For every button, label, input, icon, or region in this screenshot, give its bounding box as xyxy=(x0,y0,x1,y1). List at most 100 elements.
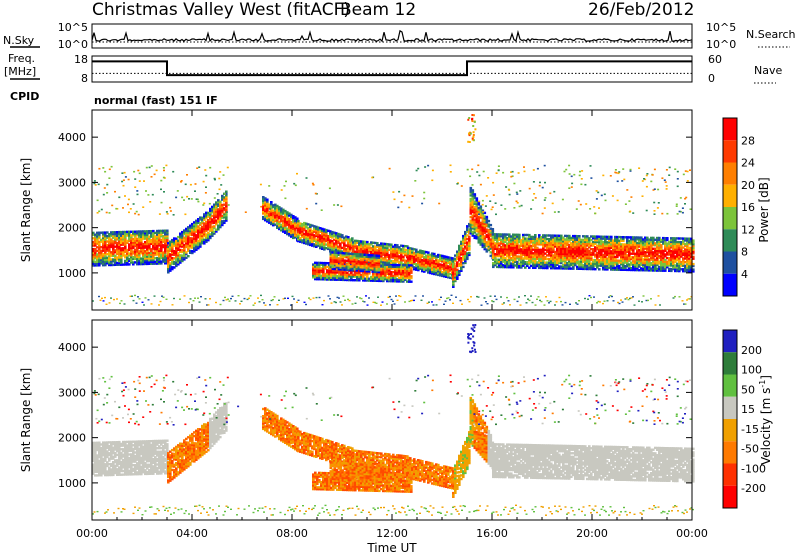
power-cell xyxy=(558,240,561,243)
power-cell xyxy=(500,256,503,260)
power-cell xyxy=(485,223,489,226)
power-cell xyxy=(132,232,135,235)
power-cell xyxy=(215,221,218,224)
power-cell xyxy=(477,215,481,219)
power-cell xyxy=(339,235,342,238)
power-cell xyxy=(301,233,304,237)
power-cell xyxy=(452,262,455,265)
power-cell xyxy=(270,213,273,217)
power-cell xyxy=(400,259,403,262)
power-cell xyxy=(120,230,123,234)
power-cell xyxy=(445,275,448,278)
power-cell xyxy=(419,258,422,261)
power-cell xyxy=(284,222,287,225)
power-cell xyxy=(471,209,475,212)
power-cell xyxy=(92,251,95,254)
power-cell xyxy=(604,242,607,246)
power-cell xyxy=(305,235,308,238)
power-cell xyxy=(506,246,509,249)
power-cell xyxy=(384,257,387,260)
power-cell xyxy=(128,232,131,235)
power-cell xyxy=(201,238,204,241)
power-cell xyxy=(421,253,424,256)
power-cell xyxy=(506,244,509,247)
power-cell xyxy=(556,256,559,259)
power-cell xyxy=(313,243,316,246)
power-cell xyxy=(564,254,567,257)
power-cell xyxy=(323,244,326,247)
power-cell xyxy=(313,225,316,228)
power-cell xyxy=(335,244,338,248)
power-cell xyxy=(297,229,300,232)
power-cell xyxy=(197,228,200,232)
power-cell xyxy=(520,257,523,260)
power-cell xyxy=(370,243,373,246)
power-cell xyxy=(307,237,310,240)
power-cell xyxy=(305,229,308,233)
power-cell xyxy=(195,235,198,239)
power-cell xyxy=(572,263,575,267)
power-cell xyxy=(323,237,326,240)
power-cell xyxy=(156,258,159,262)
power-cell xyxy=(219,215,222,218)
power-cell xyxy=(552,241,555,245)
power-cell xyxy=(400,253,403,256)
power-cell xyxy=(427,264,430,267)
power-cell xyxy=(458,257,461,260)
power-cell xyxy=(433,252,436,256)
power-cell xyxy=(317,244,320,247)
power-cell xyxy=(400,262,403,265)
power-cell xyxy=(199,234,202,237)
power-cell xyxy=(548,239,551,243)
power-cell xyxy=(564,258,567,261)
power-cell xyxy=(354,239,357,242)
power-cell xyxy=(152,246,155,249)
power-cell xyxy=(464,240,467,243)
power-cell xyxy=(485,221,489,224)
power-cell xyxy=(191,244,194,247)
power-cell xyxy=(288,214,291,217)
power-cell xyxy=(201,232,204,236)
power-cell xyxy=(288,228,291,232)
power-cell xyxy=(404,261,407,264)
power-cell xyxy=(352,250,355,253)
power-cell xyxy=(600,241,603,244)
power-cell xyxy=(468,232,471,235)
power-cell xyxy=(469,203,473,206)
power-cell xyxy=(582,246,585,249)
power-cell xyxy=(183,236,186,239)
power-cell xyxy=(128,243,131,246)
power-cell xyxy=(207,220,210,224)
power-cell xyxy=(288,230,291,233)
power-cell xyxy=(560,249,563,252)
power-cell xyxy=(423,263,426,266)
power-cell xyxy=(282,228,285,231)
power-cell xyxy=(368,259,371,262)
power-cell xyxy=(588,242,591,245)
power-cell xyxy=(452,280,455,283)
power-cell xyxy=(305,224,308,227)
power-cell xyxy=(586,249,589,253)
power-cell xyxy=(427,262,430,265)
power-cell xyxy=(419,265,422,269)
power-cell xyxy=(475,237,479,240)
power-cell xyxy=(538,235,541,239)
power-cell xyxy=(114,258,117,261)
power-cell xyxy=(415,266,418,270)
power-cell xyxy=(266,203,269,207)
power-cell xyxy=(100,251,103,254)
power-cell xyxy=(462,262,465,265)
power-cell xyxy=(588,251,591,254)
power-cell xyxy=(510,266,513,269)
power-cell xyxy=(209,222,212,225)
power-cell xyxy=(452,278,455,281)
power-cell xyxy=(534,237,537,240)
power-cell xyxy=(479,221,483,225)
power-cell xyxy=(590,238,593,242)
power-cell xyxy=(538,184,541,187)
power-cell xyxy=(211,225,214,228)
power-cell xyxy=(203,222,206,225)
power-cell xyxy=(207,231,210,235)
power-cell xyxy=(136,234,139,237)
power-cell xyxy=(225,212,228,215)
